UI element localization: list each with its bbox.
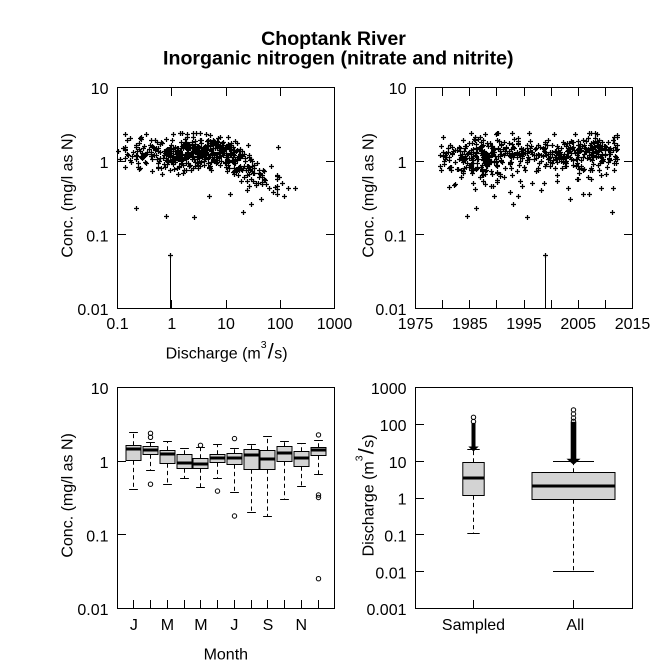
svg-text:0.1: 0.1 [384, 228, 406, 245]
svg-text:10: 10 [91, 381, 109, 398]
svg-text:Sampled: Sampled [442, 617, 505, 634]
svg-text:0.001: 0.001 [366, 602, 406, 619]
svg-text:1: 1 [100, 455, 109, 472]
svg-text:M: M [194, 617, 207, 634]
svg-text:1: 1 [398, 492, 407, 509]
svg-text:Discharge (m3/s): Discharge (m3/s) [354, 434, 379, 556]
svg-text:0.1: 0.1 [106, 316, 128, 333]
svg-text:2015: 2015 [615, 316, 651, 333]
svg-text:0.1: 0.1 [86, 528, 108, 545]
svg-text:10: 10 [389, 81, 407, 98]
svg-text:N: N [296, 617, 308, 634]
svg-text:J: J [230, 617, 238, 634]
svg-text:1995: 1995 [506, 316, 542, 333]
svg-text:1985: 1985 [452, 316, 488, 333]
svg-text:M: M [161, 617, 174, 634]
svg-text:Conc. (mg/l as N): Conc. (mg/l as N) [59, 433, 76, 557]
svg-text:100: 100 [267, 316, 294, 333]
svg-text:J: J [130, 617, 138, 634]
svg-text:1000: 1000 [317, 316, 353, 333]
svg-text:10: 10 [91, 81, 109, 98]
svg-text:100: 100 [380, 418, 407, 435]
svg-text:0.01: 0.01 [77, 602, 108, 619]
svg-text:0.1: 0.1 [86, 228, 108, 245]
svg-text:Choptank River: Choptank River [261, 28, 406, 50]
svg-text:0.01: 0.01 [375, 565, 406, 582]
svg-text:1975: 1975 [398, 316, 434, 333]
svg-text:0.1: 0.1 [384, 528, 406, 545]
svg-text:Conc. (mg/l as N): Conc. (mg/l as N) [360, 133, 377, 257]
svg-text:Discharge (m3/s): Discharge (m3/s) [166, 339, 288, 364]
svg-text:1: 1 [100, 155, 109, 172]
svg-text:0.01: 0.01 [77, 302, 108, 319]
svg-text:Conc. (mg/l as N): Conc. (mg/l as N) [59, 133, 76, 257]
svg-text:Inorganic nitrogen (nitrate an: Inorganic nitrogen (nitrate and nitrite) [163, 47, 514, 69]
svg-text:10: 10 [389, 455, 407, 472]
svg-text:0.01: 0.01 [375, 302, 406, 319]
svg-text:1000: 1000 [371, 381, 407, 398]
svg-text:2005: 2005 [560, 316, 596, 333]
svg-text:S: S [263, 617, 274, 634]
svg-text:All: All [566, 617, 584, 634]
svg-text:Month: Month [204, 647, 248, 664]
svg-text:1: 1 [398, 155, 407, 172]
svg-text:1: 1 [167, 316, 176, 333]
svg-text:10: 10 [217, 316, 235, 333]
